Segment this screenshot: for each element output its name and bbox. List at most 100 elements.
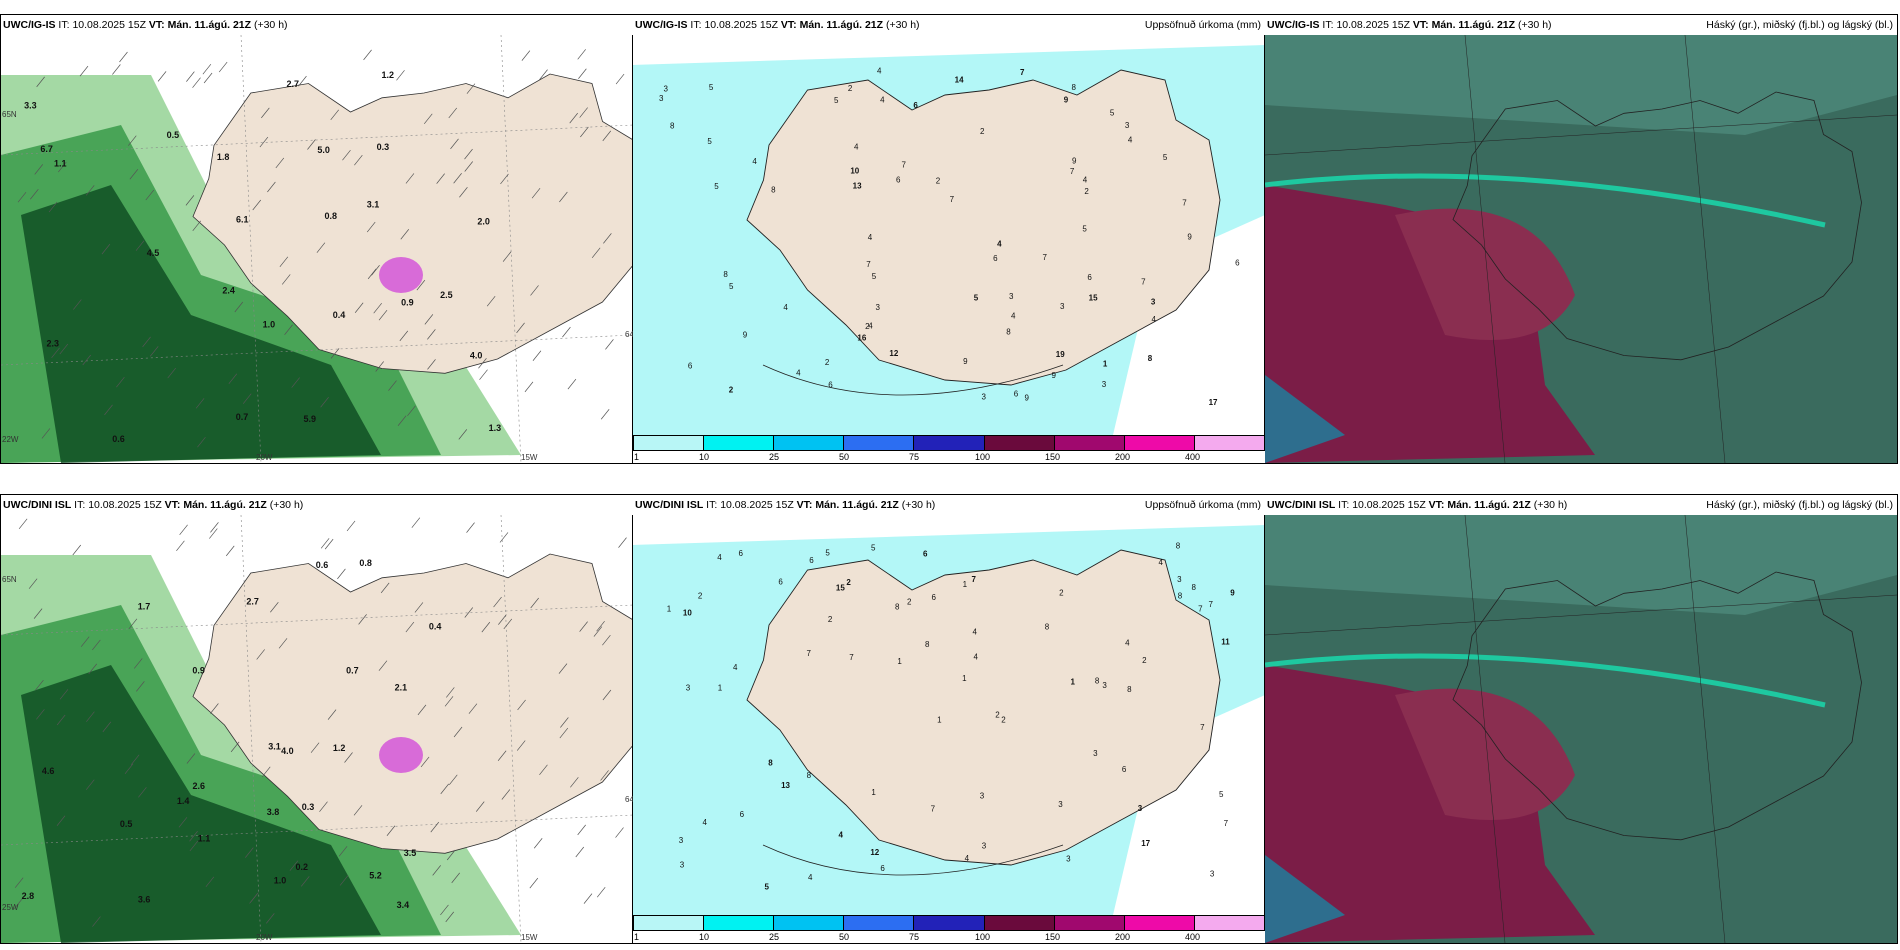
precip-value-label: 8 — [895, 602, 900, 611]
panel-header: UWC/IG-IS IT: 10.08.2025 15Z VT: Mán. 11… — [1, 15, 633, 35]
precip-value-label: 4 — [965, 854, 970, 863]
iceland-landmass — [192, 73, 633, 374]
precip-value-label: 7 — [1224, 819, 1229, 828]
precip-value-label: 4 — [973, 653, 978, 662]
wind-barb — [88, 663, 98, 675]
wind-barb — [275, 157, 285, 169]
legend-swatch — [774, 436, 845, 450]
wind-barb — [591, 247, 601, 259]
lon-label: 15W — [521, 933, 538, 942]
color-legend: 1 10 25 50 75 100 150 200 400 — [633, 915, 1265, 943]
precip-value-label: 6 — [740, 810, 745, 819]
precip-value-label: 7 — [901, 160, 906, 169]
precip-value-label: 2 — [936, 177, 941, 186]
wind-barb — [192, 220, 202, 232]
precip-value-label: 2 — [729, 385, 734, 394]
wind-barb — [570, 777, 579, 788]
wind-barb — [189, 840, 199, 852]
cloud-mid-layer — [1265, 35, 1897, 135]
precip-value-label: 15 — [836, 584, 845, 593]
precip-value-label: 9 — [1051, 371, 1056, 380]
wind-barb — [423, 113, 433, 125]
precip-value-label: 4.5 — [147, 248, 160, 258]
wind-barb — [593, 626, 603, 637]
precip-value-label: 4 — [717, 553, 722, 562]
wind-barb — [478, 358, 487, 369]
wind-barb — [185, 195, 195, 206]
wind-barb — [210, 703, 219, 714]
wind-barb — [529, 877, 539, 889]
legend-tick-label: 100 — [975, 932, 991, 942]
precip-value-label: 3 — [1009, 292, 1014, 301]
legend-swatch — [1194, 436, 1264, 450]
panel-header: UWC/DINI ISL IT: 10.08.2025 15Z VT: Mán.… — [633, 495, 1265, 515]
wind-barb — [464, 161, 473, 172]
wind-barb — [73, 299, 82, 310]
precip-value-label: 3 — [1060, 302, 1065, 311]
precip-value-label: 12 — [870, 848, 879, 857]
wind-barb — [136, 681, 145, 692]
cloud-high-layer — [1395, 208, 1575, 340]
wind-barb — [466, 522, 475, 533]
panel-title: Uppsöfnuð úrkoma (mm) — [1144, 499, 1261, 511]
precip-value-label: 3 — [1125, 121, 1130, 130]
graticule-line — [1464, 515, 1506, 943]
wind-barb — [85, 185, 95, 196]
precip-value-label: 3.5 — [404, 848, 417, 858]
wind-barb — [80, 636, 90, 647]
graticule-line — [240, 35, 262, 463]
lat-label: 64N — [625, 330, 634, 339]
map-cloud-cover — [1265, 35, 1897, 463]
precip-value-label: 9 — [1072, 157, 1077, 166]
precip-value-label: 8 — [925, 640, 930, 649]
precip-value-label: 10 — [850, 166, 859, 175]
graticule-line — [1464, 35, 1506, 463]
wind-barb — [346, 520, 356, 532]
wind-barb — [79, 65, 89, 77]
precip-value-label: 5.2 — [369, 871, 382, 881]
precip-value-label: 17 — [1141, 839, 1150, 848]
precip-value-label: 5 — [1082, 224, 1087, 233]
precip-value-label: 8 — [723, 270, 728, 279]
panel-title: Háský (gr.), miðský (fj.bl.) og lágský (… — [1706, 19, 1893, 31]
wind-barb — [133, 658, 143, 669]
wind-barb — [249, 893, 258, 904]
wind-barb — [378, 660, 388, 671]
wind-barb — [416, 279, 426, 291]
wind-barb — [399, 330, 409, 342]
precip-value-label: 4 — [839, 830, 844, 839]
wind-barb — [424, 314, 434, 325]
precip-value-label: 6 — [913, 101, 918, 110]
wind-barb — [342, 149, 351, 161]
cloud-high-layer — [1395, 688, 1575, 820]
wind-barb — [178, 817, 188, 828]
precip-value-label: 3 — [982, 393, 987, 402]
wind-barb — [475, 801, 485, 812]
legend-tick-label: 25 — [769, 932, 780, 942]
wind-barb — [497, 750, 507, 761]
lon-label: 15W — [521, 453, 538, 462]
precip-value-label: 6 — [1087, 273, 1092, 282]
wind-barb — [358, 614, 367, 625]
legend-tick-label: 400 — [1185, 932, 1201, 942]
precip-value-label: 7 — [1020, 68, 1025, 77]
wind-barb — [82, 354, 91, 366]
precip-value-label: 13 — [781, 781, 790, 790]
wind-barb — [157, 71, 167, 82]
wind-barb — [179, 524, 188, 536]
wind-barb — [562, 326, 571, 338]
wind-barb — [440, 904, 449, 916]
wind-barb — [225, 545, 235, 557]
precip-value-label: 2 — [1142, 656, 1147, 665]
wind-barb — [436, 173, 445, 184]
precip-value-label: 5 — [729, 282, 734, 291]
precip-value-label: 5 — [707, 137, 712, 146]
wind-barb — [600, 770, 609, 781]
precip-value-label: 5.9 — [304, 414, 317, 424]
wind-barb — [203, 72, 213, 84]
wind-barb — [371, 265, 380, 276]
wind-barb — [36, 709, 45, 720]
wind-barb — [138, 787, 147, 798]
map-cloud-cover — [1265, 515, 1897, 943]
wind-barb — [92, 639, 101, 651]
